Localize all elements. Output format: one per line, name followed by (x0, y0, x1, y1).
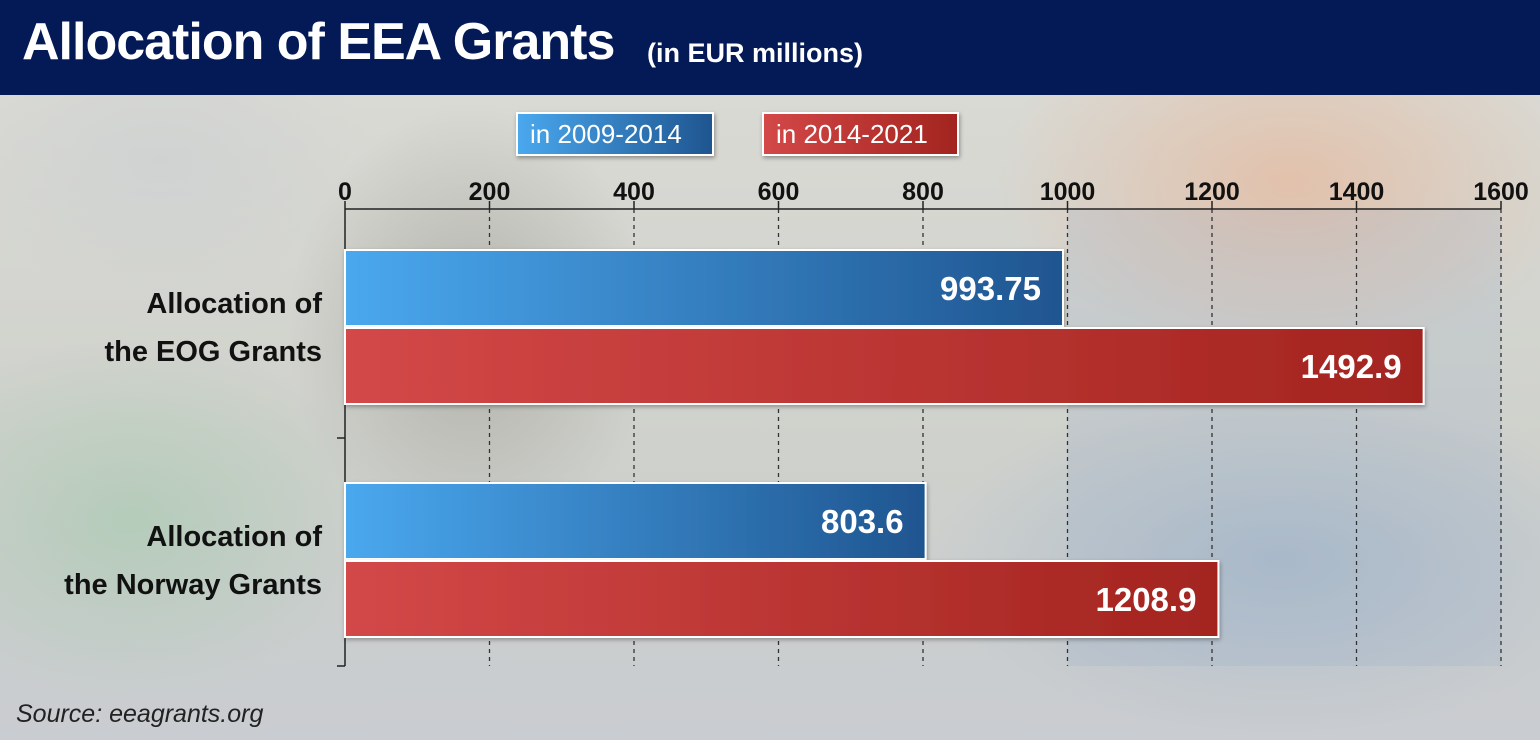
tick-label-200: 200 (469, 178, 511, 206)
category-label-0-line-1: the EOG Grants (104, 336, 322, 368)
bar-value-label-2009-2014-cat-0: 993.75 (940, 270, 1041, 307)
category-label-0-line-0: Allocation of (146, 288, 322, 320)
tick-label-800: 800 (902, 178, 944, 206)
bar-2014-2021-cat-1 (344, 560, 1220, 638)
tick-label-400: 400 (613, 178, 655, 206)
bars (344, 249, 1425, 638)
chart-title: Allocation of EEA Grants (22, 13, 615, 71)
category-label-1-line-0: Allocation of (146, 521, 322, 553)
bar-value-label-2014-2021-cat-1: 1208.9 (1095, 581, 1196, 618)
bar-2009-2014-cat-0 (344, 249, 1064, 327)
bar-value-label-2009-2014-cat-1: 803.6 (821, 503, 904, 540)
tick-label-1600: 1600 (1473, 178, 1529, 206)
tick-label-0: 0 (338, 178, 352, 206)
legend-item-2014-2021: in 2014-2021 (762, 112, 959, 156)
bar-2014-2021-cat-0 (344, 327, 1425, 405)
tick-label-600: 600 (758, 178, 800, 206)
source-note: Source: eeagrants.org (16, 700, 264, 728)
legend-item-2009-2014: in 2009-2014 (516, 112, 714, 156)
bar-2009-2014-cat-1 (344, 482, 927, 560)
tick-label-1000: 1000 (1040, 178, 1096, 206)
bar-value-label-2014-2021-cat-0: 1492.9 (1301, 348, 1402, 385)
labels: 0 200 400 600 800 1000 1200 1400 1600 993.75 1492.… (64, 178, 1529, 618)
category-label-1-line-1: the Norway Grants (64, 569, 322, 601)
tick-label-1400: 1400 (1329, 178, 1385, 206)
chart-subtitle: (in EUR millions) (647, 38, 863, 68)
header-bar: Allocation of EEA Grants (in EUR million… (0, 0, 1540, 95)
tick-label-1200: 1200 (1184, 178, 1240, 206)
